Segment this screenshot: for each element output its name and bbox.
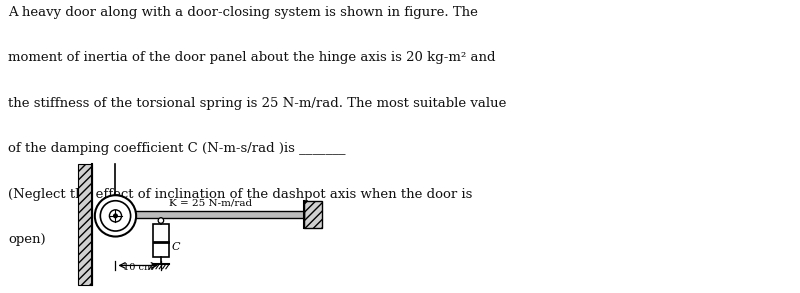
Circle shape — [95, 195, 136, 236]
Bar — [78, 163, 92, 285]
Text: moment of inertia of the door panel about the hinge axis is 20 kg-m² and: moment of inertia of the door panel abou… — [8, 51, 495, 64]
Text: of the damping coefficient C (N-m-s/rad )is _______: of the damping coefficient C (N-m-s/rad … — [8, 142, 346, 155]
Text: open): open) — [8, 233, 46, 246]
Text: A heavy door along with a door-closing system is shown in figure. The: A heavy door along with a door-closing s… — [8, 6, 478, 19]
Text: C: C — [171, 242, 180, 252]
Bar — [304, 201, 322, 228]
Circle shape — [158, 218, 164, 223]
Bar — [115, 212, 304, 217]
Text: 10 cm: 10 cm — [123, 263, 154, 272]
Circle shape — [100, 201, 130, 231]
Circle shape — [110, 210, 122, 222]
Text: K = 25 N-m/rad: K = 25 N-m/rad — [169, 199, 252, 208]
Circle shape — [114, 214, 118, 218]
Text: the stiffness of the torsional spring is 25 N-m/rad. The most suitable value: the stiffness of the torsional spring is… — [8, 97, 506, 110]
Text: (Neglect the effect of inclination of the dashpot axis when the door is: (Neglect the effect of inclination of th… — [8, 188, 472, 200]
Bar — [154, 224, 169, 257]
